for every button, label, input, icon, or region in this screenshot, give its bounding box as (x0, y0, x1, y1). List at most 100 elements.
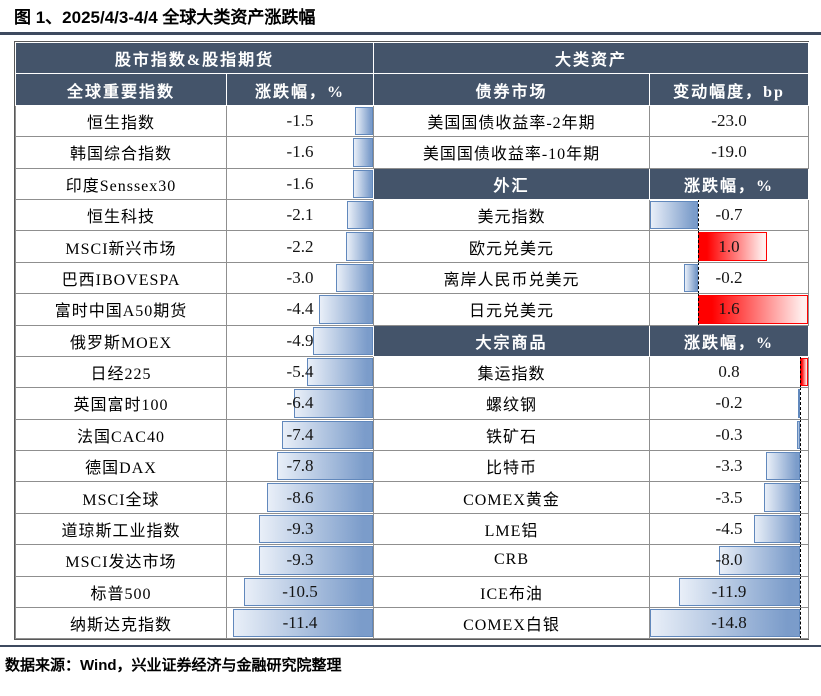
negative-data-bar (718, 546, 800, 575)
asset-name-cell: 美元指数 (373, 198, 650, 232)
table-row: 美国国债收益率-10年期 -19.0 (373, 136, 810, 169)
table-row: COMEX白银 -14.8 (373, 607, 810, 640)
value-cell-content: -0.7 (650, 200, 808, 230)
asset-name-cell: 比特币 (373, 450, 650, 483)
asset-value: -3.5 (715, 487, 743, 507)
table-row: 比特币 -3.3 (373, 450, 810, 483)
asset-name-cell: 标普500 (15, 575, 227, 609)
negative-data-bar (306, 357, 373, 387)
table-row: 俄罗斯MOEX -4.9 (15, 324, 374, 357)
asset-value-cell: -3.3 (648, 450, 810, 483)
asset-value: -23.0 (711, 110, 747, 130)
asset-value: -11.9 (711, 581, 747, 601)
value-cell-content: -0.2 (651, 388, 808, 419)
section-header-row: 外汇 涨跌幅，% (373, 167, 810, 200)
negative-data-bar (684, 263, 699, 293)
asset-name-cell: 印度Senssex30 (15, 167, 227, 200)
asset-value: -0.2 (715, 393, 743, 413)
table-row: COMEX黄金 -3.5 (373, 481, 810, 514)
asset-value-cell: -7.4 (226, 418, 374, 452)
negative-data-bar (650, 609, 800, 638)
asset-name-cell: 螺纹钢 (373, 387, 650, 420)
asset-value: -8.0 (715, 550, 743, 570)
asset-value: -9.3 (286, 550, 314, 570)
asset-name-cell: 恒生指数 (15, 104, 227, 138)
section-header-row: 债券市场 变动幅度，bp (373, 73, 810, 106)
table-row: 德国DAX -7.8 (15, 450, 374, 483)
asset-value-cell: -1.5 (226, 104, 374, 138)
asset-value-cell: 1.0 (648, 230, 810, 263)
zero-axis-line (799, 388, 801, 419)
asset-name-cell: 法国CAC40 (15, 418, 227, 452)
table-row: 法国CAC40 -7.4 (15, 418, 374, 452)
asset-value: -10.5 (282, 581, 318, 601)
asset-value: -4.9 (286, 330, 314, 350)
positive-data-bar (698, 295, 808, 324)
value-cell-content: -1.6 (228, 138, 373, 167)
section-header-row: 大宗商品 涨跌幅，% (373, 324, 810, 357)
zero-axis-line (799, 357, 801, 387)
asset-value: -6.4 (286, 393, 314, 413)
asset-name-cell: 纳斯达克指数 (15, 607, 227, 640)
asset-value-cell: -0.2 (648, 387, 810, 420)
table-row: 富时中国A50期货 -4.4 (15, 293, 374, 326)
negative-data-bar (258, 514, 373, 544)
zero-axis-line (698, 200, 700, 230)
negative-data-bar (258, 546, 373, 575)
asset-value: 1.6 (718, 299, 740, 319)
asset-name-cell: 恒生科技 (15, 198, 227, 232)
table-row: 日元兑美元 1.6 (373, 293, 810, 326)
table-row: 离岸人民币兑美元 -0.2 (373, 261, 810, 295)
value-cell-content: -1.6 (228, 169, 373, 198)
negative-data-bar (282, 420, 373, 450)
table-row: 纳斯达克指数 -11.4 (15, 607, 374, 640)
table-row: 标普500 -10.5 (15, 575, 374, 609)
asset-value-cell: -10.5 (226, 575, 374, 609)
value-cell-content: 1.6 (651, 294, 808, 325)
zero-axis-line (799, 451, 801, 481)
major-asset-table: 大类资产 债券市场 变动幅度，bp 美国国债收益率-2年期 -23.0 美国国债收益率-… (372, 41, 810, 640)
asset-value: -7.8 (286, 456, 314, 476)
section-name-header: 外汇 (373, 167, 650, 200)
asset-name-cell: 巴西IBOVESPA (15, 261, 227, 295)
table-row: LME铝 -4.5 (373, 512, 810, 546)
table-row: ICE布油 -11.9 (373, 575, 810, 609)
negative-data-bar (267, 483, 373, 512)
zero-axis-line (698, 231, 700, 262)
zero-axis-line (799, 608, 801, 638)
negative-data-bar (312, 326, 373, 355)
positive-data-bar (799, 357, 808, 387)
asset-value-cell: -5.4 (226, 355, 374, 389)
asset-name-cell: COMEX白银 (373, 607, 650, 640)
asset-name-cell: 铁矿石 (373, 418, 650, 452)
asset-value: -9.3 (286, 519, 314, 539)
asset-value: -1.5 (286, 110, 314, 130)
zero-axis-line (799, 514, 801, 544)
asset-value: -1.6 (286, 173, 314, 193)
value-cell-content: 1.0 (651, 231, 808, 262)
value-cell-content: -7.8 (228, 452, 373, 481)
asset-value: -0.2 (715, 267, 743, 287)
asset-value: 0.8 (718, 362, 740, 382)
asset-name-cell: 美国国债收益率-2年期 (373, 104, 650, 138)
asset-value: 1.0 (718, 236, 740, 256)
value-cell-content: -0.2 (651, 263, 808, 293)
asset-name-cell: MSCI发达市场 (15, 544, 227, 577)
asset-value-cell: -3.5 (648, 481, 810, 514)
negative-data-bar (294, 389, 373, 418)
table-row: MSCI发达市场 -9.3 (15, 544, 374, 577)
negative-data-bar (318, 295, 373, 324)
asset-value-cell: -9.3 (226, 512, 374, 546)
negative-data-bar (766, 452, 800, 481)
table-row: 铁矿石 -0.3 (373, 418, 810, 452)
asset-value-cell: -9.3 (226, 544, 374, 577)
asset-name-cell: 富时中国A50期货 (15, 293, 227, 326)
asset-value: -14.8 (711, 613, 747, 633)
asset-value-cell: -4.9 (226, 324, 374, 357)
value-cell-content: -11.4 (228, 609, 373, 638)
asset-value-cell: -23.0 (648, 104, 810, 138)
asset-performance-table: 股市指数&股指期货 全球重要指数 涨跌幅，% 恒生指数 -1.5 韩国综合指数 -1.… (14, 41, 810, 641)
asset-value: -19.0 (711, 142, 747, 162)
asset-name-cell: 俄罗斯MOEX (15, 324, 227, 357)
asset-name-cell: 韩国综合指数 (15, 136, 227, 169)
